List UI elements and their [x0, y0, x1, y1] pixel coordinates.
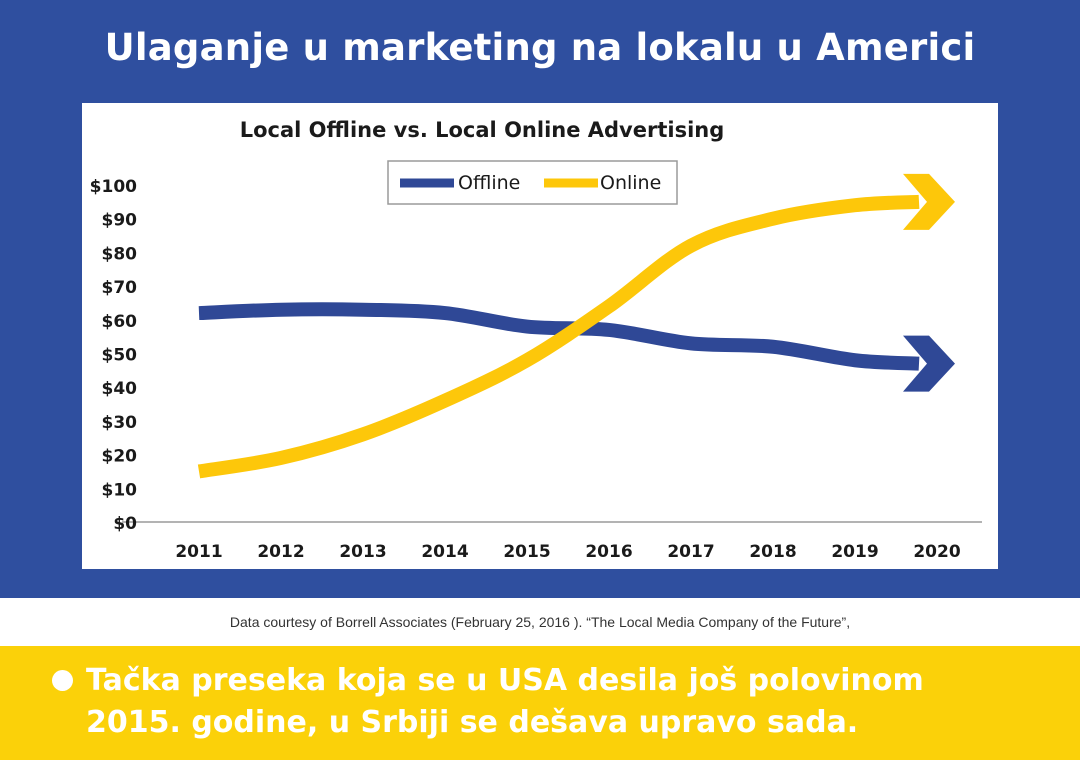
data-point-online	[279, 456, 283, 460]
x-tick-label: 2015	[503, 542, 550, 562]
data-point-offline	[443, 311, 447, 315]
data-point-online	[853, 203, 857, 207]
bullet-dot	[52, 670, 73, 691]
bottom-banner	[0, 646, 1080, 760]
series-line-online	[197, 194, 920, 479]
page-headline: Ulaganje u marketing na lokalu u Americi	[104, 26, 976, 69]
x-tick-label: 2020	[913, 542, 960, 562]
data-point-offline	[361, 308, 365, 312]
y-tick-label: $80	[102, 244, 138, 264]
y-axis-ticks: $0 $10 $20 $30 $40 $50 $60 $70 $80 $90 $100	[90, 177, 137, 534]
data-point-offline	[607, 328, 611, 332]
bullet-text: Tačka preseka koja se u USA desila još p…	[86, 660, 1046, 744]
source-strip	[0, 598, 1080, 646]
x-tick-label: 2011	[175, 542, 222, 562]
chart-panel: Local Offline vs. Local Online Advertisi…	[82, 103, 998, 569]
source-note: Data courtesy of Borrell Associates (Feb…	[229, 614, 851, 630]
data-point-online	[443, 399, 447, 403]
y-tick-label: $90	[102, 211, 138, 231]
data-point-offline	[935, 362, 939, 366]
x-tick-label: 2018	[749, 542, 796, 562]
data-point-online	[935, 200, 939, 204]
data-point-offline	[197, 311, 201, 315]
x-tick-label: 2017	[667, 542, 714, 562]
data-point-offline	[279, 308, 283, 312]
y-tick-label: $50	[102, 346, 138, 366]
x-tick-label: 2014	[421, 542, 468, 562]
x-tick-label: 2016	[585, 542, 632, 562]
data-point-offline	[771, 345, 775, 349]
y-tick-label: $100	[90, 177, 137, 197]
bullet-line-1: Tačka preseka koja se u USA desila još p…	[86, 663, 924, 698]
x-axis-ticks: 2011 2012 2013 2014 2015 2016 2017 2018 2019 2020	[175, 542, 960, 562]
legend-label-offline: Offline	[458, 172, 520, 194]
line-chart: Local Offline vs. Local Online Advertisi…	[90, 118, 982, 562]
data-point-online	[525, 358, 529, 362]
chart-title: Local Offline vs. Local Online Advertisi…	[240, 118, 725, 142]
x-tick-label: 2012	[257, 542, 304, 562]
y-tick-label: $70	[102, 278, 138, 298]
series-line-offline	[198, 302, 920, 371]
data-point-online	[607, 304, 611, 308]
series-arrowhead-online	[903, 173, 955, 230]
data-point-online	[361, 432, 365, 436]
y-tick-label: $40	[102, 379, 138, 399]
chart-legend: Offline Online	[387, 160, 678, 205]
x-tick-label: 2019	[831, 542, 878, 562]
y-tick-label: $20	[102, 447, 138, 467]
y-tick-label: $60	[102, 312, 138, 332]
y-tick-label: $10	[102, 480, 138, 500]
legend-label-online: Online	[600, 172, 661, 194]
data-point-offline	[853, 358, 857, 362]
data-point-online	[771, 217, 775, 221]
x-tick-label: 2013	[339, 542, 386, 562]
series-arrowhead-offline	[903, 335, 955, 392]
series-layer	[197, 173, 955, 479]
bullet-line-2: 2015. godine, u Srbiji se dešava upravo …	[86, 705, 859, 740]
y-tick-label: $30	[102, 413, 138, 433]
data-point-offline	[525, 325, 529, 329]
data-point-online	[689, 244, 693, 248]
data-point-online	[197, 469, 201, 473]
data-point-offline	[689, 341, 693, 345]
y-tick-label: $0	[113, 514, 137, 534]
